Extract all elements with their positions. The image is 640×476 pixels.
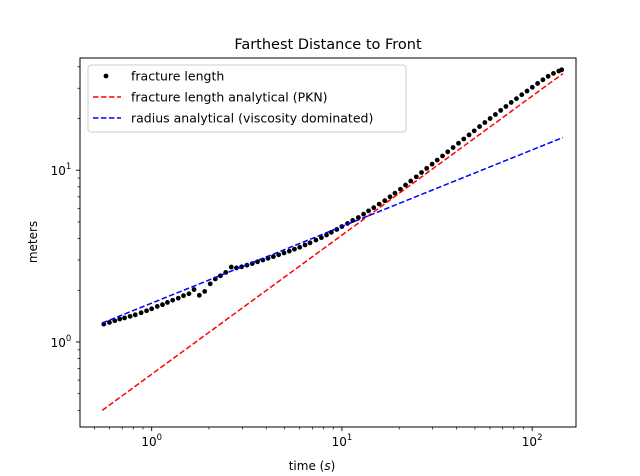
- data-point: [424, 165, 430, 171]
- data-point: [281, 250, 287, 256]
- data-point: [355, 215, 361, 220]
- legend-label: radius analytical (viscosity dominated): [131, 111, 373, 126]
- data-point: [186, 291, 192, 297]
- data-point: [408, 178, 414, 184]
- x-tick-label: 101: [332, 433, 353, 449]
- data-point: [202, 289, 208, 294]
- data-point: [165, 300, 170, 305]
- data-point: [117, 316, 123, 322]
- data-point: [519, 92, 525, 98]
- data-point: [545, 73, 551, 79]
- y-tick-label: 101: [51, 162, 72, 178]
- data-point: [318, 235, 324, 241]
- data-point: [403, 182, 408, 188]
- data-point: [535, 81, 540, 86]
- data-point: [170, 297, 176, 303]
- data-point: [112, 318, 118, 324]
- data-point: [445, 149, 451, 155]
- data-point: [160, 302, 165, 308]
- data-marks: [101, 67, 565, 411]
- series-line-2: [101, 136, 564, 324]
- data-point: [361, 211, 366, 217]
- plot-frame: [79, 57, 577, 428]
- data-point: [276, 252, 282, 258]
- x-axis-title: time (s): [289, 459, 336, 473]
- data-point: [138, 310, 144, 316]
- data-point: [419, 170, 424, 175]
- data-point: [440, 153, 445, 159]
- axes: 100 101 102 100 101: [51, 57, 577, 449]
- data-point: [286, 248, 292, 254]
- data-point: [450, 145, 456, 150]
- data-point: [503, 104, 509, 109]
- data-point: [559, 67, 565, 73]
- data-point: [376, 201, 382, 207]
- data-point: [471, 128, 477, 134]
- data-point: [461, 136, 467, 142]
- data-point: [297, 244, 303, 250]
- data-point: [122, 315, 127, 321]
- data-point: [350, 218, 356, 223]
- legend-label: fracture length analytical (PKN): [131, 90, 328, 105]
- legend: fracture length fracture length analytica…: [87, 64, 407, 133]
- data-point: [181, 293, 186, 299]
- data-point: [371, 205, 377, 211]
- data-point: [487, 116, 493, 121]
- data-point: [144, 308, 149, 314]
- data-point: [302, 242, 308, 248]
- legend-marker: [103, 73, 109, 79]
- legend-label: fracture length: [131, 69, 224, 84]
- data-point: [270, 254, 276, 260]
- data-point: [307, 240, 313, 246]
- data-point: [196, 292, 202, 298]
- data-point: [127, 313, 133, 319]
- y-tick-label: 100: [51, 334, 72, 350]
- data-point: [228, 264, 234, 270]
- x-tick-label: 102: [522, 433, 543, 449]
- data-point: [313, 237, 319, 243]
- data-point: [149, 306, 155, 312]
- x-axis-title-suffix: ): [331, 459, 336, 473]
- data-point: [429, 161, 435, 167]
- data-point: [387, 194, 393, 200]
- data-point: [413, 174, 419, 180]
- series-line-1: [101, 73, 564, 411]
- data-point: [107, 320, 112, 325]
- data-point: [482, 120, 488, 125]
- data-point: [366, 208, 371, 214]
- data-point: [493, 112, 498, 117]
- x-axis-title-var: s: [324, 459, 330, 473]
- chart-title: Farthest Distance to Front: [234, 37, 422, 53]
- data-point: [191, 287, 197, 292]
- data-point: [508, 100, 514, 105]
- data-point: [466, 132, 472, 138]
- data-point: [498, 107, 504, 113]
- data-point: [392, 190, 398, 196]
- data-point: [207, 281, 213, 287]
- x-tick-label: 100: [141, 433, 162, 449]
- data-point: [132, 312, 138, 318]
- data-point: [551, 71, 556, 76]
- data-point: [514, 96, 519, 102]
- data-point: [524, 88, 530, 94]
- data-point: [434, 157, 440, 163]
- data-point: [292, 246, 297, 252]
- data-point: [398, 186, 403, 192]
- data-point: [540, 77, 546, 83]
- data-point: [456, 140, 461, 146]
- data-point: [477, 124, 482, 129]
- data-point: [328, 229, 334, 235]
- legend-box: [87, 64, 407, 133]
- data-point: [175, 295, 181, 301]
- data-point: [382, 198, 388, 204]
- data-point: [154, 304, 160, 309]
- y-axis-title: meters: [26, 221, 40, 263]
- x-axis-title-prefix: time (: [289, 459, 325, 473]
- data-point: [529, 84, 535, 90]
